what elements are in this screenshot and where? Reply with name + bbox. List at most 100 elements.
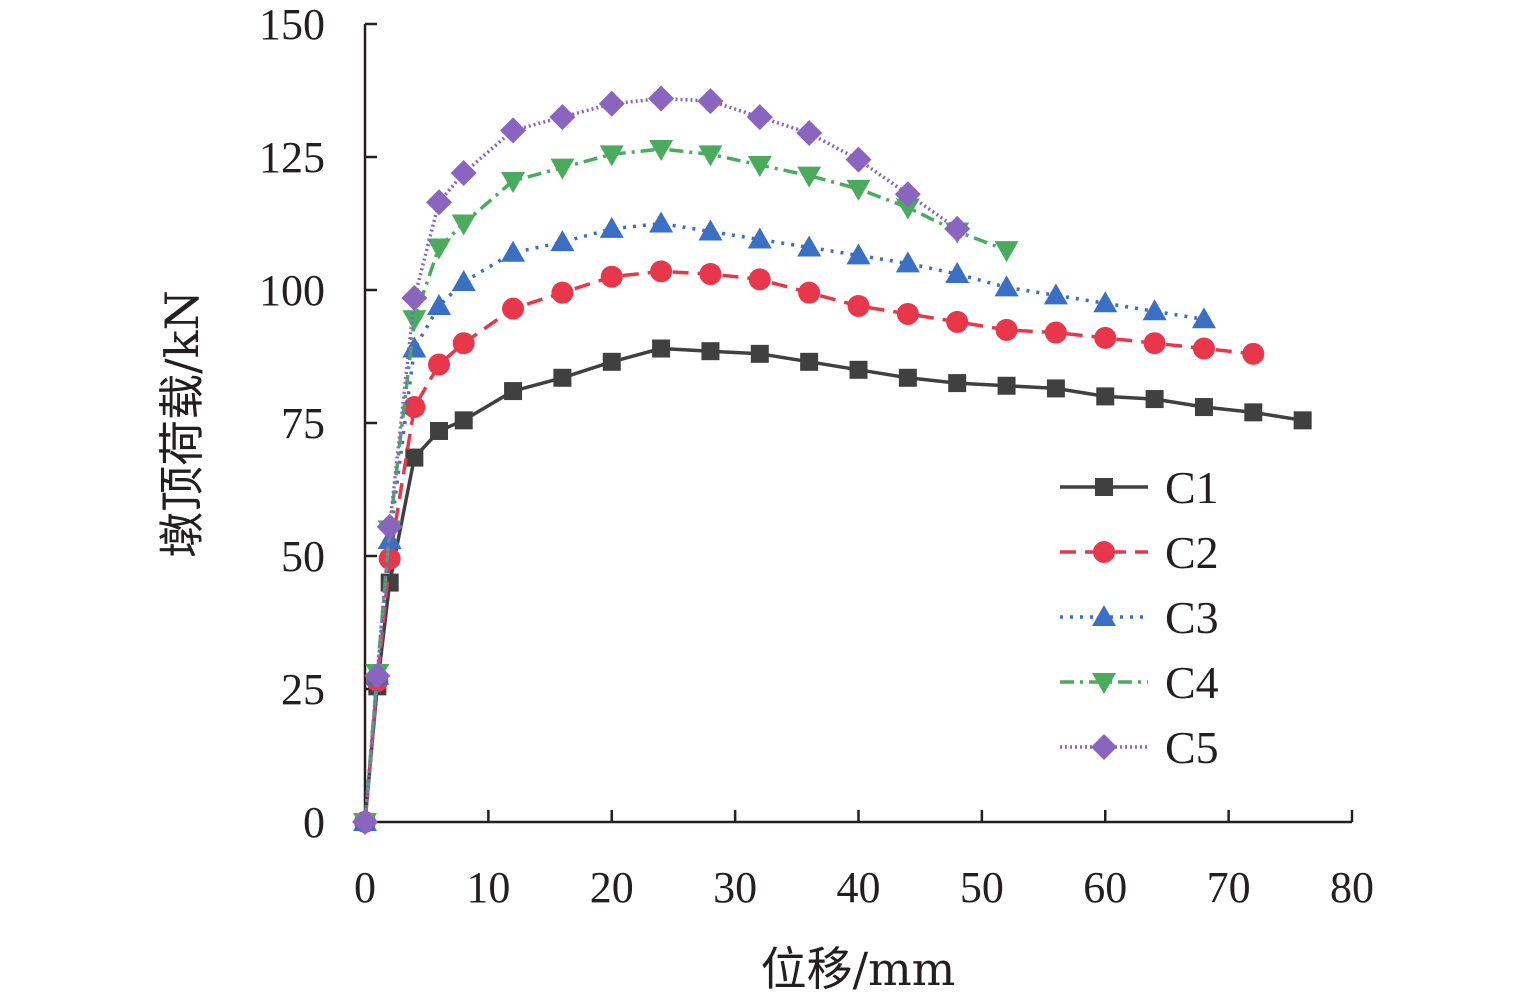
data-point-c3 xyxy=(747,227,772,249)
legend-label: C4 xyxy=(1165,657,1219,708)
data-point-c3 xyxy=(451,270,476,292)
data-point-c5 xyxy=(944,215,971,242)
data-point-c2 xyxy=(403,396,426,419)
data-point-c2 xyxy=(896,302,919,325)
data-point-c2 xyxy=(1143,332,1166,355)
series-line-c3 xyxy=(363,221,1205,823)
data-point-c4 xyxy=(427,238,452,260)
data-point-c4 xyxy=(451,214,476,236)
data-point-c3 xyxy=(649,211,674,233)
legend-marker xyxy=(1091,734,1117,760)
data-point-c1 xyxy=(750,344,769,363)
data-point-c5 xyxy=(401,284,428,311)
data-point-c3 xyxy=(1142,299,1167,321)
y-tick-label: 100 xyxy=(259,266,325,315)
legend-item-c3: C3 xyxy=(1060,592,1219,643)
data-point-c3 xyxy=(427,293,452,315)
axes: 0 10 20 30 40 50 60 70 80 0 25 50 75 100 125 150 xyxy=(259,0,1374,912)
data-point-c2 xyxy=(748,268,771,291)
data-point-c5 xyxy=(450,159,477,186)
data-point-c4 xyxy=(550,158,575,180)
series-c3 xyxy=(353,211,1216,831)
data-point-c1 xyxy=(1096,387,1115,406)
data-point-c1 xyxy=(997,376,1016,395)
x-axis-title: 位移/mm xyxy=(761,942,956,996)
data-point-c3 xyxy=(1191,307,1216,329)
data-point-c3 xyxy=(994,275,1019,297)
data-point-c2 xyxy=(1094,326,1117,349)
data-point-c1 xyxy=(405,448,424,467)
data-point-c2 xyxy=(1242,342,1265,365)
legend: C1 C2 C3 C4 C5 xyxy=(1060,462,1219,773)
data-point-c1 xyxy=(898,368,917,387)
data-point-c5 xyxy=(364,662,391,689)
data-point-c1 xyxy=(652,339,671,358)
series-c2 xyxy=(354,260,1265,833)
data-point-c4 xyxy=(698,145,723,167)
series-c4 xyxy=(353,140,1019,834)
data-point-c1 xyxy=(1293,411,1312,430)
data-point-c1 xyxy=(948,374,967,393)
series-line-c1 xyxy=(363,346,1303,823)
y-tick-label: 150 xyxy=(259,0,325,49)
series-layer xyxy=(352,85,1312,835)
data-point-c4 xyxy=(402,310,427,332)
series-line-c2 xyxy=(363,269,1254,823)
data-point-c1 xyxy=(701,342,720,361)
data-point-c3 xyxy=(501,240,526,262)
series-line-c4 xyxy=(363,147,1008,823)
data-point-c3 xyxy=(945,262,970,284)
legend-label: C2 xyxy=(1165,527,1219,578)
data-point-c2 xyxy=(502,297,525,320)
series-line-c5 xyxy=(363,96,959,823)
data-point-c5 xyxy=(598,90,625,117)
data-point-c1 xyxy=(1194,398,1213,417)
legend-label: C1 xyxy=(1165,462,1219,513)
data-point-c1 xyxy=(1244,403,1263,422)
data-point-c4 xyxy=(649,140,674,162)
legend-item-c5: C5 xyxy=(1060,722,1219,773)
x-tick-label: 20 xyxy=(590,863,634,912)
y-tick-label: 0 xyxy=(303,798,325,847)
data-point-c3 xyxy=(550,230,575,252)
data-point-c5 xyxy=(746,104,773,131)
data-point-c5 xyxy=(500,117,527,144)
y-tick-label: 25 xyxy=(281,665,325,714)
data-point-c4 xyxy=(895,198,920,220)
data-point-c5 xyxy=(648,85,675,112)
data-point-c4 xyxy=(994,241,1019,263)
legend-item-c2: C2 xyxy=(1060,527,1219,578)
data-point-c2 xyxy=(1044,321,1067,344)
data-point-c5 xyxy=(796,120,823,147)
data-point-c2 xyxy=(600,265,623,288)
data-point-c2 xyxy=(452,332,475,355)
data-point-c5 xyxy=(549,104,576,131)
x-tick-label: 50 xyxy=(960,863,1004,912)
data-point-c3 xyxy=(599,216,624,238)
data-point-c1 xyxy=(553,368,572,387)
data-point-c1 xyxy=(602,352,621,371)
data-point-c5 xyxy=(376,513,403,540)
x-tick-label: 80 xyxy=(1330,863,1374,912)
legend-item-c4: C4 xyxy=(1060,657,1219,708)
legend-label: C5 xyxy=(1165,722,1219,773)
series-c1 xyxy=(356,339,1312,831)
x-tick-label: 70 xyxy=(1207,863,1251,912)
series-c5 xyxy=(352,85,971,835)
data-point-c2 xyxy=(428,353,451,376)
data-point-c4 xyxy=(501,171,526,193)
data-point-c2 xyxy=(551,281,574,304)
data-point-c1 xyxy=(800,352,819,371)
data-point-c5 xyxy=(352,809,378,835)
data-point-c2 xyxy=(1192,337,1215,360)
y-tick-label: 125 xyxy=(259,133,325,182)
data-point-c4 xyxy=(599,145,624,167)
data-point-c1 xyxy=(430,421,449,440)
data-point-c3 xyxy=(1093,291,1118,313)
legend-marker xyxy=(1092,605,1116,626)
y-tick-label: 50 xyxy=(281,532,325,581)
legend-marker xyxy=(1092,673,1116,694)
legend-marker xyxy=(1095,478,1113,496)
legend-label: C3 xyxy=(1165,592,1219,643)
